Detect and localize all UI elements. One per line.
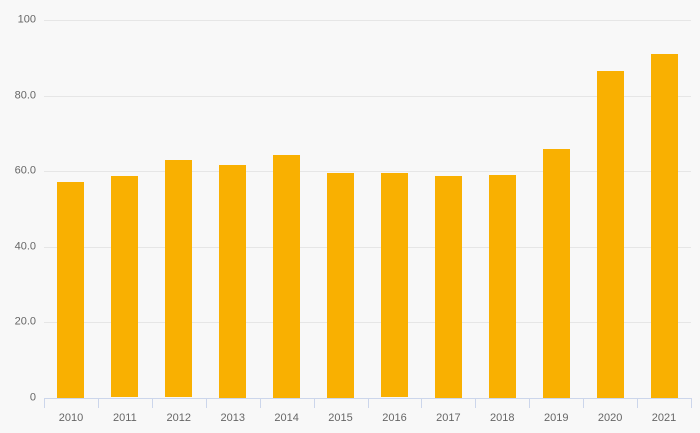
y-axis-tick-label: 0 — [29, 391, 36, 403]
x-axis-label: 2014 — [274, 412, 299, 424]
x-axis-tick — [691, 398, 692, 408]
x-axis-tick — [260, 398, 261, 408]
x-axis-label: 2020 — [597, 412, 623, 424]
x-axis-tick — [368, 398, 369, 408]
x-axis-label: 2017 — [436, 412, 461, 424]
x-axis-tick — [206, 398, 207, 408]
bar-2010 — [57, 182, 84, 398]
x-axis-label: 2016 — [382, 412, 407, 424]
x-axis-tick — [421, 398, 422, 408]
x-axis-label: 2011 — [113, 412, 137, 424]
y-axis-tick-label: 80.0 — [14, 89, 36, 101]
bar-2013 — [219, 165, 246, 398]
x-axis-tick — [529, 398, 530, 408]
x-axis-label: 2010 — [58, 412, 84, 424]
x-axis-tick — [314, 398, 315, 408]
x-axis-label: 2015 — [328, 412, 353, 424]
x-axis-tick — [44, 398, 45, 408]
y-axis-tick-label: 20.0 — [14, 315, 36, 328]
bar-2019 — [543, 149, 570, 398]
gridline — [44, 20, 691, 21]
bar-2014 — [273, 155, 300, 398]
x-axis-tick — [583, 398, 584, 408]
y-axis-tick-label: 60.0 — [14, 164, 36, 177]
bar-2020 — [597, 71, 624, 398]
gridline — [44, 171, 691, 172]
x-axis-tick — [637, 398, 638, 408]
x-axis-label: 2018 — [490, 412, 515, 424]
bar-2011 — [111, 176, 138, 397]
x-axis-label: 2021 — [651, 412, 677, 424]
x-axis-label: 2012 — [166, 412, 192, 424]
bar-2016 — [381, 173, 408, 397]
y-axis-tick-label: 100 — [17, 13, 36, 26]
gridline — [44, 322, 691, 323]
bar-2015 — [327, 173, 354, 398]
bar-2012 — [165, 160, 192, 397]
gridline — [44, 96, 691, 97]
x-axis-tick — [98, 398, 99, 408]
gridline — [44, 247, 691, 248]
x-axis-tick — [152, 398, 153, 408]
x-axis-label: 2013 — [220, 412, 245, 424]
bar-2018 — [489, 175, 516, 398]
x-axis-label: 2019 — [543, 412, 569, 424]
y-axis-tick-label: 40.0 — [14, 240, 36, 252]
bar-2021 — [651, 54, 678, 398]
x-axis-tick — [475, 398, 476, 408]
bar-2017 — [435, 176, 462, 398]
